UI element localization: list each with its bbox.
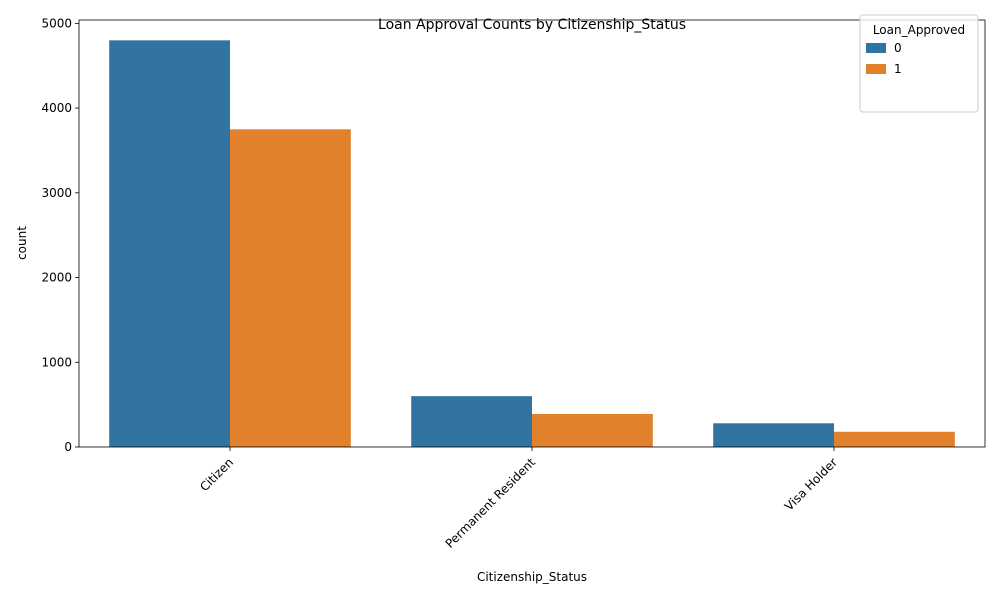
bar-visa-holder-series-0 [713,423,834,447]
x-tick-label: Citizen [197,455,236,494]
bars-layer [109,40,955,447]
legend-label-0: 0 [894,41,902,55]
bar-citizen-series-0 [109,40,230,447]
legend-frame [859,14,979,113]
x-tick-label: Permanent Resident [443,455,539,551]
legend-items: 01 [866,41,902,76]
y-tick-label: 5000 [41,16,72,30]
x-tick-label: Visa Holder [782,455,840,513]
x-axis-title: Citizenship_Status [477,570,587,584]
legend-title: Loan_Approved [873,23,965,37]
y-tick-label: 4000 [41,101,72,115]
y-axis-title: count [15,226,29,260]
legend-label-1: 1 [894,62,902,76]
y-tick-label: 2000 [41,271,72,285]
legend-swatch-0 [866,43,886,53]
chart-title: Loan Approval Counts by Citizenship_Stat… [378,17,686,33]
bar-permanent-resident-series-0 [411,396,532,447]
y-tick-label: 1000 [41,355,72,369]
bar-visa-holder-series-1 [834,431,955,447]
y-tick-label: 0 [64,440,72,454]
legend-swatch-1 [866,64,886,74]
bar-permanent-resident-series-1 [532,413,653,447]
y-tick-label: 3000 [41,186,72,200]
legend: Loan_Approved 01 [859,14,979,113]
bar-citizen-series-1 [230,129,351,447]
